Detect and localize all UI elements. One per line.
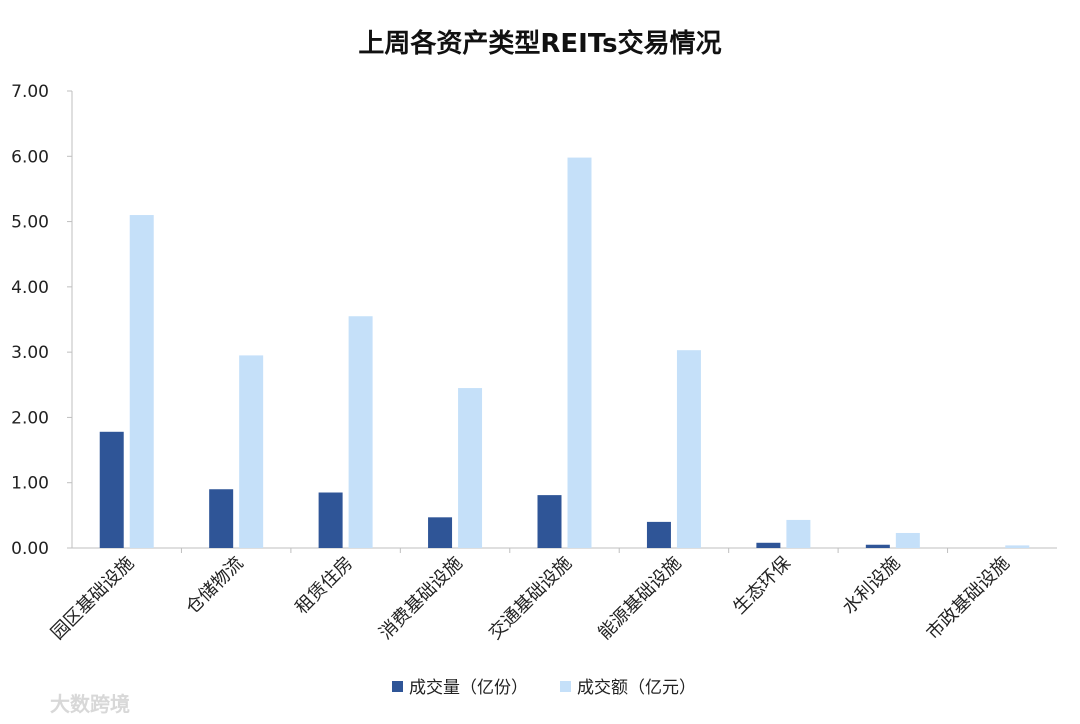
bar-volume: [756, 542, 781, 548]
bar-amount: [676, 350, 701, 548]
watermark: 大数跨境: [50, 692, 130, 716]
bar-volume: [209, 489, 234, 548]
bar-amount: [239, 355, 264, 548]
category-label: 水利设施: [839, 553, 905, 619]
bar-amount: [348, 316, 373, 548]
bar-volume: [865, 544, 890, 548]
bar-amount: [1005, 545, 1030, 548]
bar-amount: [129, 215, 154, 549]
watermark-text: 大数跨境: [50, 692, 130, 716]
y-tick-label: 7.00: [11, 82, 49, 102]
category-label: 消费基础设施: [375, 553, 466, 644]
bar-amount: [458, 388, 483, 548]
axes: 0.00 1.00 2.00 3.00 4.00 5.00 6.00 7.00: [11, 82, 1057, 559]
y-tick-label: 5.00: [11, 213, 49, 233]
y-tick-label: 1.00: [11, 474, 49, 494]
legend-label: 成交量（亿份）: [409, 678, 528, 698]
category-label: 仓储物流: [182, 553, 248, 619]
bar-amount: [567, 157, 592, 548]
category-label: 市政基础设施: [923, 553, 1014, 644]
y-tick-label: 6.00: [11, 147, 49, 167]
bar-volume: [646, 521, 671, 548]
y-tick-label: 3.00: [11, 343, 49, 363]
bar-volume: [537, 495, 562, 548]
y-tick-label: 2.00: [11, 408, 49, 428]
category-label: 生态环保: [729, 553, 795, 619]
bar-volume: [99, 431, 124, 548]
category-label: 交通基础设施: [485, 553, 576, 644]
chart-title: 上周各资产类型REITs交易情况: [358, 28, 721, 59]
category-label: 租赁住房: [291, 553, 357, 619]
y-tick-label: 4.00: [11, 278, 49, 298]
bars: [99, 157, 1030, 549]
bar-volume: [428, 517, 453, 548]
legend: 成交量（亿份） 成交额（亿元）: [392, 678, 696, 698]
legend-swatch: [560, 681, 571, 692]
category-label: 能源基础设施: [594, 553, 685, 644]
bar-amount: [786, 519, 811, 548]
bar-volume: [318, 492, 343, 548]
legend-swatch: [392, 681, 403, 692]
bar-amount: [895, 532, 920, 548]
category-label: 园区基础设施: [47, 553, 138, 644]
legend-label: 成交额（亿元）: [577, 678, 696, 698]
y-tick-label: 0.00: [11, 539, 49, 559]
category-labels: 园区基础设施 仓储物流 租赁住房 消费基础设施 交通基础设施 能源基础设施 生态环保 水利设施…: [47, 553, 1014, 644]
